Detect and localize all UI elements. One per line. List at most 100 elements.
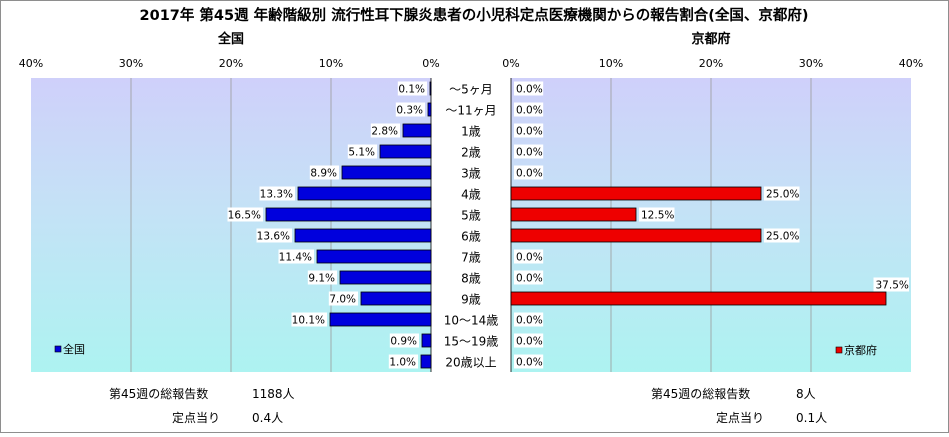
kyoto-tick-label: 30% xyxy=(799,57,823,70)
age-category-label: 2歳 xyxy=(461,146,481,160)
kyoto-data-label: 37.5% xyxy=(876,280,909,292)
kyoto-label-box xyxy=(639,207,675,222)
national-bars xyxy=(265,81,432,369)
kyoto-label-box xyxy=(514,249,544,264)
kyoto-tick-label: 40% xyxy=(899,57,923,70)
kyoto-data-label: 25.0% xyxy=(766,189,799,201)
national-label-box xyxy=(307,270,337,285)
national-data-label: 11.4% xyxy=(279,252,312,264)
kyoto-data-label: 0.0% xyxy=(516,252,543,264)
age-category-label: 15〜19歳 xyxy=(444,335,499,349)
national-axis-ticks: 40% 30% 20% 10% 0% xyxy=(19,57,440,70)
kyoto-label-box xyxy=(514,81,544,96)
national-data-labels: 0.1% 0.3% 2.8% 5.1% 8.9% 13.3% 16.5% 13.6% 11.4%… xyxy=(227,81,427,369)
national-data-label: 13.3% xyxy=(260,189,293,201)
national-tick-label: 10% xyxy=(319,57,343,70)
kyoto-label-box xyxy=(514,102,544,117)
kyoto-total-label: 第45週の総報告数 xyxy=(651,386,750,401)
national-panel-title: 全国 xyxy=(217,31,244,47)
chart-title: 2017年 第45週 年齢階級別 流行性耳下腺炎患者の小児科定点医療機関からの報… xyxy=(140,6,809,24)
national-data-label: 7.0% xyxy=(329,294,356,306)
national-tick-label: 40% xyxy=(19,57,43,70)
kyoto-per-label: 定点当り xyxy=(716,410,764,425)
national-data-label: 13.6% xyxy=(257,231,290,243)
age-category-labels: 〜5ヶ月〜11ヶ月 1歳 2歳 3歳 4歳 5歳 6歳 7歳 8歳 9歳 10〜14歳 15〜19歳 2… xyxy=(444,83,499,370)
national-label-box xyxy=(388,354,418,369)
kyoto-gridlines xyxy=(510,78,812,372)
age-category-label: 8歳 xyxy=(461,272,481,286)
kyoto-data-label: 0.0% xyxy=(516,126,543,138)
kyoto-label-box xyxy=(764,228,800,243)
kyoto-tick-label: 0% xyxy=(502,57,519,70)
national-tick-label: 30% xyxy=(119,57,143,70)
national-legend: 全国 xyxy=(54,342,85,356)
age-category-label: 〜5ヶ月 xyxy=(449,83,493,97)
kyoto-bar xyxy=(510,291,887,306)
kyoto-total-value: 8人 xyxy=(796,387,816,401)
kyoto-summary: 第45週の総報告数 8人 定点当り 0.1人 xyxy=(651,386,827,425)
age-category-label: 20歳以上 xyxy=(445,356,496,370)
kyoto-panel-title: 京都府 xyxy=(691,31,730,47)
national-bar xyxy=(297,186,432,201)
kyoto-label-box xyxy=(514,165,544,180)
kyoto-axis-ticks: 0% 10% 20% 30% 40% xyxy=(502,57,923,70)
age-category-label: 5歳 xyxy=(461,209,481,223)
national-bar xyxy=(429,81,432,96)
national-data-label: 2.8% xyxy=(371,126,398,138)
national-data-label: 9.1% xyxy=(308,273,335,285)
kyoto-legend: 京都府 xyxy=(835,343,877,357)
national-label-box xyxy=(278,249,314,264)
kyoto-bar xyxy=(510,207,637,222)
kyoto-label-box xyxy=(514,333,544,348)
national-summary: 第45週の総報告数 1188人 定点当り 0.4人 xyxy=(109,386,295,425)
national-bar xyxy=(420,354,432,369)
national-bar xyxy=(329,312,432,327)
national-legend-label: 全国 xyxy=(63,342,85,356)
national-label-box xyxy=(291,312,327,327)
kyoto-data-label: 12.5% xyxy=(641,210,674,222)
national-label-box xyxy=(370,123,400,138)
national-label-box xyxy=(389,333,419,348)
national-label-box xyxy=(256,228,292,243)
national-label-box xyxy=(309,165,339,180)
national-tick-label: 0% xyxy=(422,57,439,70)
age-category-label: 10〜14歳 xyxy=(444,314,499,328)
kyoto-bar xyxy=(510,186,762,201)
national-legend-swatch xyxy=(54,345,62,353)
national-bar xyxy=(379,144,432,159)
kyoto-label-box xyxy=(514,354,544,369)
national-tick-label: 20% xyxy=(219,57,243,70)
national-data-label: 10.1% xyxy=(292,315,325,327)
age-category-label: 4歳 xyxy=(461,188,481,202)
national-data-label: 8.9% xyxy=(310,168,337,180)
national-per-value: 0.4人 xyxy=(252,411,283,425)
national-label-box xyxy=(227,207,263,222)
national-data-label: 0.1% xyxy=(398,84,425,96)
age-category-label: 6歳 xyxy=(461,230,481,244)
kyoto-tick-label: 10% xyxy=(599,57,623,70)
kyoto-data-label: 0.0% xyxy=(516,357,543,369)
kyoto-data-label: 0.0% xyxy=(516,105,543,117)
kyoto-legend-swatch xyxy=(835,346,843,354)
kyoto-data-label: 0.0% xyxy=(516,315,543,327)
kyoto-label-box xyxy=(514,144,544,159)
national-bar xyxy=(316,249,432,264)
national-bar xyxy=(341,165,432,180)
kyoto-data-label: 0.0% xyxy=(516,273,543,285)
national-data-label: 5.1% xyxy=(348,147,375,159)
kyoto-data-label: 0.0% xyxy=(516,168,543,180)
age-category-label: 3歳 xyxy=(461,167,481,181)
national-data-label: 0.3% xyxy=(396,105,423,117)
kyoto-label-box xyxy=(514,270,544,285)
national-bar xyxy=(421,333,432,348)
kyoto-bar xyxy=(510,228,762,243)
kyoto-data-label: 25.0% xyxy=(766,231,799,243)
age-category-label: 〜11ヶ月 xyxy=(445,104,496,118)
national-label-box xyxy=(347,144,377,159)
kyoto-tick-label: 20% xyxy=(699,57,723,70)
national-data-label: 1.0% xyxy=(389,357,416,369)
national-bar xyxy=(294,228,432,243)
national-bar xyxy=(265,207,432,222)
